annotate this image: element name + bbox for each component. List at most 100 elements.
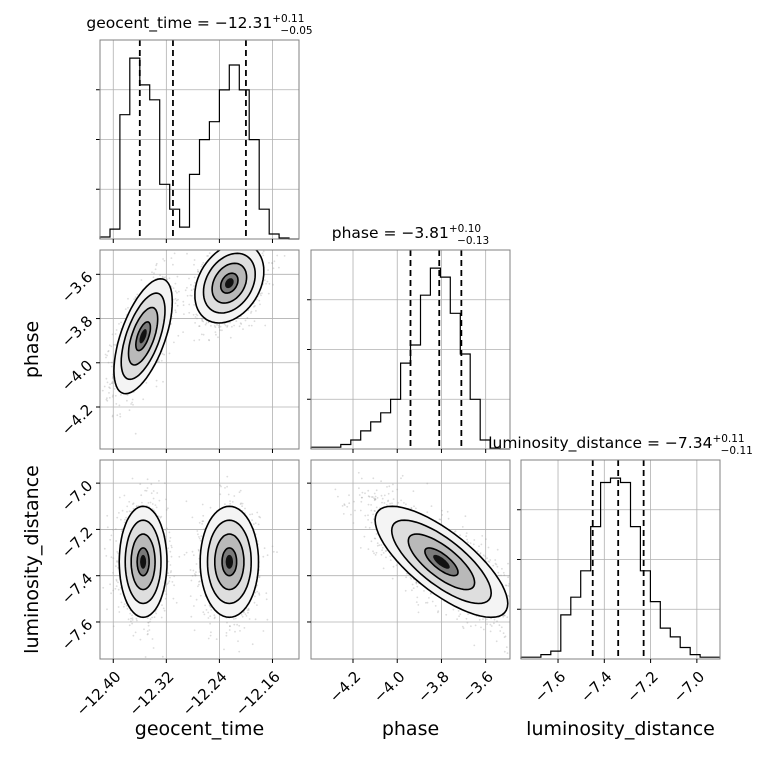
sample-point: [198, 549, 200, 552]
sample-point: [174, 290, 177, 293]
sample-point: [108, 344, 111, 347]
sample-point: [105, 555, 108, 557]
sample-point: [261, 252, 264, 255]
sample-point: [367, 495, 370, 498]
sample-point: [209, 242, 211, 244]
sample-point: [268, 262, 270, 264]
sample-point: [107, 350, 109, 353]
sample-point: [109, 383, 111, 386]
sample-point: [263, 279, 266, 282]
sample-point: [102, 586, 105, 589]
sample-point: [245, 615, 248, 617]
sample-point: [154, 504, 157, 506]
sample-point: [512, 578, 514, 580]
sample-point: [387, 499, 390, 502]
sample-point: [225, 632, 228, 634]
sample-point: [467, 541, 469, 544]
sample-point: [128, 409, 131, 412]
sample-point: [254, 591, 257, 594]
sample-point: [144, 656, 147, 658]
sample-point: [229, 500, 231, 502]
sample-point: [114, 587, 117, 590]
sample-point: [109, 583, 111, 586]
sample-point: [251, 519, 254, 521]
sample-point: [177, 298, 179, 301]
sample-point: [161, 655, 164, 658]
sample-point: [189, 595, 192, 597]
sample-point: [155, 612, 158, 615]
title-lower: −0.11: [721, 445, 753, 457]
sample-point: [120, 530, 123, 533]
sample-point: [219, 493, 222, 496]
sample-point: [196, 269, 199, 271]
sample-point: [426, 601, 429, 604]
sample-point: [197, 533, 199, 536]
sample-point: [158, 360, 160, 363]
sample-point: [170, 544, 173, 547]
sample-point: [119, 593, 122, 595]
sample-point: [156, 492, 159, 494]
title-main: phase = −3.81: [332, 224, 449, 242]
sample-point: [200, 265, 203, 268]
sample-point: [372, 550, 374, 553]
sample-point: [185, 500, 188, 503]
sample-point: [120, 518, 122, 521]
sample-point: [228, 248, 230, 250]
panel-contents: [100, 460, 299, 659]
sample-point: [228, 629, 231, 631]
sample-point: [199, 594, 202, 597]
contour-line: [219, 272, 239, 294]
sample-point: [151, 616, 154, 619]
sample-point: [155, 385, 158, 388]
sample-point: [106, 608, 108, 611]
sample-point: [224, 503, 226, 506]
sample-point: [163, 609, 166, 612]
sample-point: [144, 489, 147, 492]
panel-2d-geocent_time-phase: [96, 242, 300, 453]
sample-point: [130, 510, 133, 513]
sample-point: [247, 609, 250, 611]
sample-point: [135, 505, 138, 508]
sample-point: [120, 321, 122, 324]
sample-point: [510, 619, 512, 621]
sample-point: [131, 614, 133, 617]
sample-point: [186, 286, 188, 289]
sample-point: [496, 548, 499, 551]
sample-point: [132, 507, 135, 510]
sample-point: [214, 326, 217, 328]
sample-point: [208, 339, 210, 341]
sample-point: [194, 281, 196, 284]
sample-point: [183, 553, 186, 556]
sample-point: [247, 244, 249, 246]
sample-point: [168, 531, 171, 534]
sample-point: [151, 508, 154, 510]
sample-point: [504, 614, 506, 617]
sample-point: [209, 506, 212, 509]
sample-point: [196, 314, 199, 317]
sample-point: [238, 624, 241, 627]
sample-point: [194, 574, 197, 576]
sample-point: [412, 587, 415, 589]
sample-point: [283, 255, 286, 257]
sample-point: [192, 288, 195, 291]
sample-point: [170, 570, 173, 572]
sample-point: [126, 394, 129, 396]
sample-point: [172, 597, 175, 600]
sample-point: [202, 514, 205, 517]
sample-point: [123, 521, 126, 524]
sample-point: [240, 323, 243, 325]
sample-point: [254, 522, 257, 524]
sample-point: [191, 550, 194, 553]
sample-point: [117, 588, 120, 591]
sample-point: [132, 503, 134, 505]
sample-point: [224, 487, 226, 489]
sample-point: [445, 613, 448, 616]
sample-point: [125, 604, 128, 607]
sample-point: [164, 276, 167, 279]
sample-point: [186, 252, 188, 255]
sample-point: [197, 548, 200, 551]
sample-point: [226, 326, 229, 328]
sample-point: [158, 480, 160, 482]
sample-point: [110, 592, 112, 595]
sample-point: [196, 530, 199, 532]
